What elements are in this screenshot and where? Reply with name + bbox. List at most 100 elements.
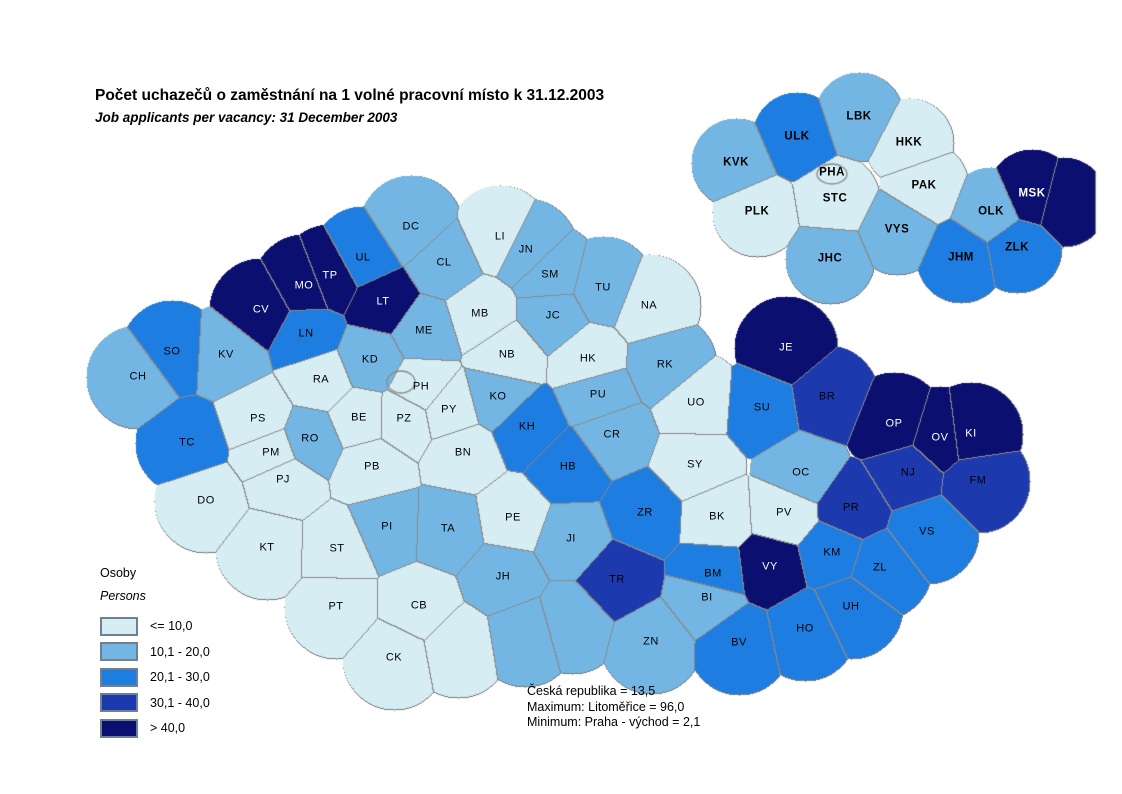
district-label-CV: CV [252, 303, 270, 316]
region-label-LBK: LBK [846, 110, 872, 123]
region-label-JHC: JHC [817, 252, 843, 265]
region-label-KVK: KVK [723, 156, 749, 169]
district-label-JN: JN [518, 243, 534, 256]
district-label-BR: BR [818, 390, 836, 403]
district-label-UO: UO [687, 396, 705, 409]
district-label-CB: CB [410, 599, 428, 612]
district-label-NJ: NJ [900, 466, 916, 479]
district-label-ZN: ZN [643, 635, 659, 648]
district-label-CH: CH [129, 370, 147, 383]
district-label-CK: CK [385, 651, 403, 664]
district-label-ME: ME [415, 324, 433, 337]
legend-row: > 40,0 [100, 718, 210, 738]
district-label-OV: OV [931, 431, 949, 444]
district-label-PM: PM [262, 446, 280, 459]
legend-swatch [100, 693, 138, 712]
district-label-KH: KH [518, 420, 536, 433]
region-label-PHA: PHA [819, 166, 845, 179]
district-label-JC: JC [545, 309, 561, 322]
district-label-OC: OC [792, 466, 810, 479]
legend-row: 20,1 - 30,0 [100, 667, 210, 687]
district-label-MO: MO [294, 279, 314, 292]
district-label-DC: DC [402, 220, 420, 233]
district-label-LT: LT [376, 295, 390, 308]
stat-maximum: Maximum: Litoměřice = 96,0 [527, 699, 685, 714]
stat-minimum: Minimum: Praha - východ = 2,1 [527, 715, 701, 729]
region-label-STC: STC [822, 192, 848, 205]
district-label-BI: BI [701, 591, 713, 604]
region-label-PAK: PAK [911, 179, 937, 192]
district-label-CL: CL [436, 256, 452, 269]
legend-class-label: 30,1 - 40,0 [150, 695, 210, 710]
district-label-SY: SY [687, 458, 703, 471]
district-label-MB: MB [471, 307, 489, 320]
district-label-PH: PH [412, 380, 430, 393]
region-label-PLK: PLK [744, 205, 770, 218]
district-label-FM: FM [969, 474, 987, 487]
region-label-VYS: VYS [884, 223, 910, 236]
district-label-TU: TU [595, 281, 611, 294]
legend-class-label: > 40,0 [150, 721, 186, 735]
district-label-SU: SU [753, 401, 771, 414]
legend-class-label: 10,1 - 20,0 [150, 644, 210, 659]
district-label-PT: PT [328, 600, 344, 613]
legend-title-english: Persons [100, 589, 146, 603]
legend-row: 10,1 - 20,0 [100, 642, 210, 662]
region-label-HKK: HKK [895, 136, 923, 149]
district-label-LN: LN [298, 327, 314, 340]
district-label-TC: TC [179, 436, 195, 449]
district-label-PE: PE [505, 511, 521, 524]
region-label-JHM: JHM [948, 251, 974, 264]
district-label-JI: JI [566, 532, 576, 545]
district-label-ST: ST [329, 542, 345, 555]
district-label-BK: BK [709, 510, 725, 523]
district-label-PV: PV [776, 506, 792, 519]
district-label-KO: KO [489, 390, 507, 403]
legend-title-czech: Osoby [100, 566, 137, 580]
legend-class-label: <= 10,0 [150, 619, 193, 633]
legend-class-label: 20,1 - 30,0 [150, 670, 210, 684]
district-label-PS: PS [250, 412, 266, 425]
summary-statistics: Česká republika = 13,5 Maximum: Litoměři… [527, 684, 700, 731]
district-label-TP: TP [322, 269, 338, 282]
legend-swatch [100, 642, 138, 661]
district-label-KI: KI [965, 427, 977, 440]
district-label-CR: CR [603, 428, 621, 441]
district-label-PY: PY [441, 403, 457, 416]
district-label-UL: UL [355, 251, 371, 264]
district-label-RO: RO [301, 432, 319, 445]
legend-swatch [100, 667, 138, 687]
district-label-SM: SM [541, 268, 559, 281]
district-label-JH: JH [495, 570, 511, 583]
district-label-HK: HK [579, 352, 597, 365]
district-label-ZL: ZL [873, 561, 887, 574]
district-label-TR: TR [609, 573, 625, 586]
region-label-ZLK: ZLK [1005, 241, 1029, 254]
district-label-HO: HO [796, 622, 814, 635]
district-label-UH: UH [842, 600, 860, 613]
district-label-PZ: PZ [396, 412, 412, 425]
district-label-SO: SO [163, 345, 181, 358]
district-label-PB: PB [364, 460, 380, 473]
district-label-BN: BN [454, 446, 472, 459]
legend: Osoby Persons <= 10,0 10,1 - 20,0 20,1 - 3… [100, 566, 210, 744]
district-label-VY: VY [762, 560, 778, 573]
district-label-VS: VS [919, 525, 935, 538]
district-label-PR: PR [842, 501, 860, 514]
legend-swatch [100, 718, 138, 738]
legend-swatch [100, 616, 138, 636]
district-label-BV: BV [731, 636, 747, 649]
legend-row: 30,1 - 40,0 [100, 693, 210, 713]
district-label-HB: HB [559, 460, 577, 473]
district-label-JE: JE [779, 341, 793, 354]
district-label-NA: NA [640, 299, 658, 312]
stat-country-average: Česká republika = 13,5 [527, 684, 656, 698]
district-label-LI: LI [494, 230, 506, 243]
district-label-PJ: PJ [276, 473, 290, 486]
district-label-KT: KT [259, 541, 275, 554]
district-label-BM: BM [704, 567, 722, 580]
legend-row: <= 10,0 [100, 616, 210, 636]
district-label-PI: PI [381, 520, 393, 533]
district-label-OP: OP [885, 417, 903, 430]
